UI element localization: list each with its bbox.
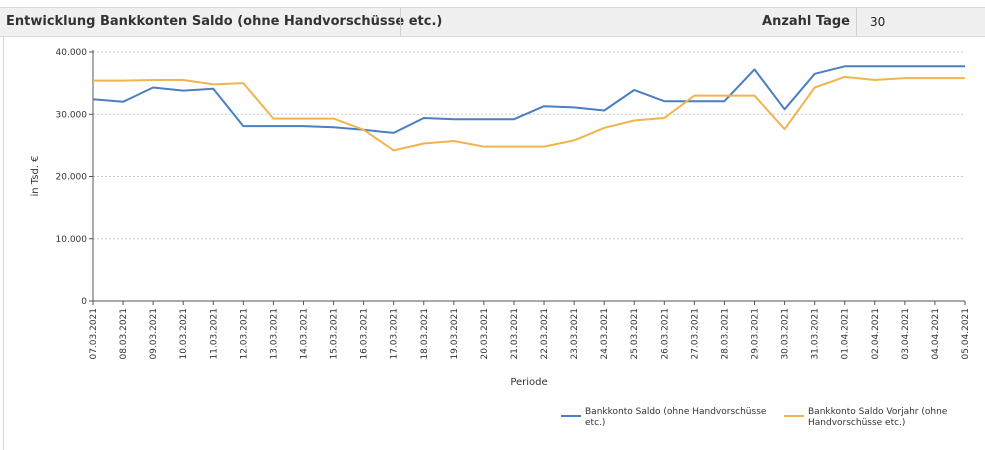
y-tick-label: 10.000 <box>56 235 88 245</box>
x-axis-title: Periode <box>510 377 547 388</box>
y-tick-label: 30.000 <box>56 110 88 120</box>
x-tick-label: 16.03.2021 <box>360 308 370 360</box>
x-tick-label: 08.03.2021 <box>119 308 129 360</box>
header-divider <box>856 8 857 36</box>
x-tick-label: 03.04.2021 <box>901 308 911 360</box>
x-tick-label: 19.03.2021 <box>450 308 460 360</box>
axes <box>92 50 965 302</box>
x-tick-label: 12.03.2021 <box>239 308 249 360</box>
header-divider <box>400 8 401 36</box>
days-count-label: Anzahl Tage <box>762 14 850 29</box>
legend: Bankkonto Saldo (ohne Handvorschüsseetc.… <box>561 407 948 428</box>
x-tick-label: 25.03.2021 <box>630 308 640 360</box>
x-tick-label: 09.03.2021 <box>149 308 159 360</box>
panel-border <box>3 37 4 450</box>
x-tick-label: 05.04.2021 <box>961 308 971 360</box>
x-tick-label: 15.03.2021 <box>330 308 340 360</box>
x-tick-label: 22.03.2021 <box>540 308 550 360</box>
x-tick-label: 26.03.2021 <box>660 308 670 360</box>
x-tick-label: 18.03.2021 <box>420 308 430 360</box>
x-tick-label: 20.03.2021 <box>480 308 490 360</box>
x-tick-label: 01.04.2021 <box>841 308 851 360</box>
x-tick-label: 24.03.2021 <box>600 308 610 360</box>
x-tick-label: 10.03.2021 <box>179 308 189 360</box>
x-tick-label: 13.03.2021 <box>269 308 279 360</box>
y-tick-label: 40.000 <box>56 48 88 58</box>
x-tick-label: 27.03.2021 <box>690 308 700 360</box>
x-tick-label: 04.04.2021 <box>931 308 941 360</box>
legend-label: etc.) <box>585 418 605 428</box>
x-tick-label: 14.03.2021 <box>299 308 309 360</box>
x-tick-label: 29.03.2021 <box>751 308 761 360</box>
legend-label: Bankkonto Saldo (ohne Handvorschüsse <box>585 407 767 417</box>
series-line <box>93 75 965 152</box>
x-tick-label: 21.03.2021 <box>510 308 520 360</box>
x-tick-label: 28.03.2021 <box>720 308 730 360</box>
x-tick-label: 07.03.2021 <box>89 308 99 360</box>
y-tick-label: 20.000 <box>56 173 88 183</box>
legend-label: Handvorschüsse etc.) <box>808 418 905 428</box>
chart-title: Entwicklung Bankkonten Saldo (ohne Handv… <box>6 14 443 29</box>
y-tick-label: 0 <box>81 297 87 307</box>
chart-header: Entwicklung Bankkonten Saldo (ohne Handv… <box>0 7 985 37</box>
x-tick-label: 31.03.2021 <box>811 308 821 360</box>
x-tick-label: 30.03.2021 <box>781 308 791 360</box>
y-axis-title: in Tsd. € <box>30 155 41 196</box>
series-line <box>92 65 965 134</box>
grid-lines <box>93 51 965 240</box>
x-tick-label: 11.03.2021 <box>209 308 219 360</box>
x-axis-ticks: 07.03.2021 08.03.2021 09.03.2021 10.03.2021… <box>89 301 971 360</box>
days-count-input[interactable] <box>866 11 934 32</box>
series-lines <box>92 65 965 152</box>
legend-label: Bankkonto Saldo Vorjahr (ohne <box>808 407 948 417</box>
x-tick-label: 02.04.2021 <box>871 308 881 360</box>
x-tick-label: 17.03.2021 <box>390 308 400 360</box>
y-axis-ticks: 0 10.000 20.000 30.000 40.000 <box>56 48 93 307</box>
x-tick-label: 23.03.2021 <box>570 308 580 360</box>
